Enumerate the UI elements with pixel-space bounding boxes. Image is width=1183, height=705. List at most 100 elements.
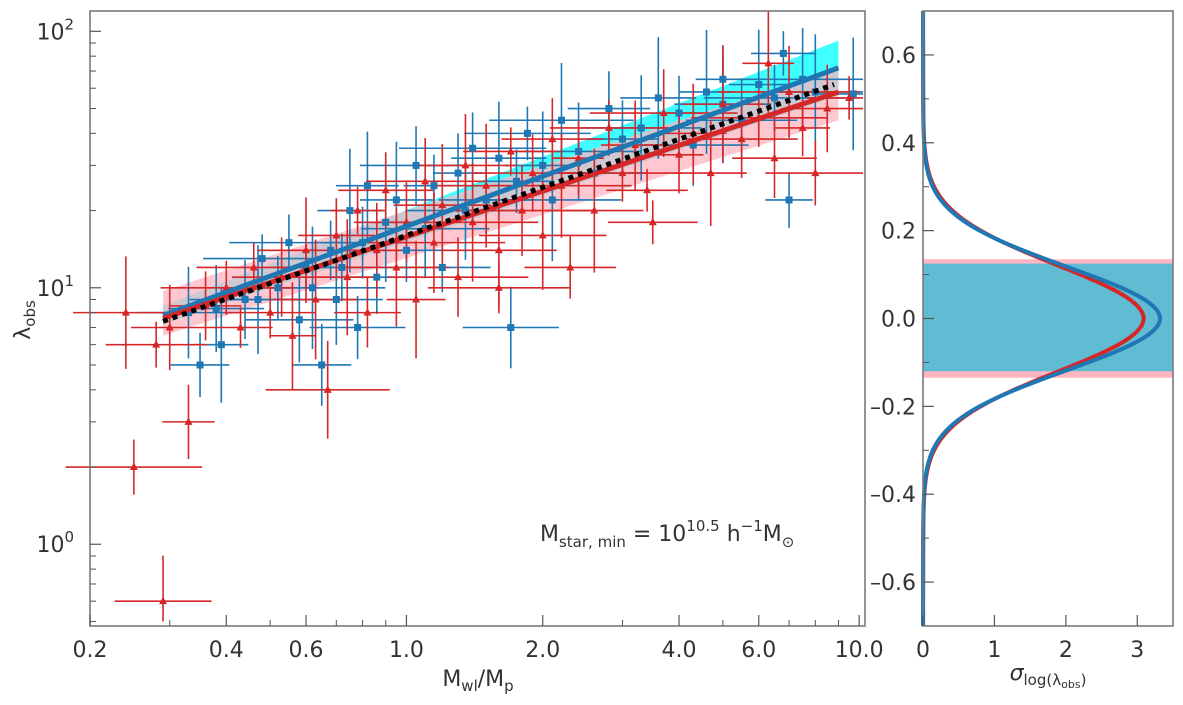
- x-tick-label: 1.0: [389, 638, 424, 663]
- data-point-triangle: [518, 206, 527, 214]
- scatter-points: [121, 49, 857, 605]
- side-x-axis-label: σlog(λobs): [1010, 661, 1087, 691]
- data-point-square: [217, 341, 225, 349]
- side-x-tick-label: 3: [1130, 638, 1144, 663]
- fit-line-1: [162, 89, 840, 321]
- data-point-triangle: [454, 272, 463, 281]
- data-point-square: [605, 105, 613, 113]
- x-tick-label: 0.2: [73, 638, 108, 663]
- data-point-triangle: [823, 104, 832, 112]
- main-x-axis-label: Mwl/Mp: [442, 667, 513, 695]
- data-point-square: [507, 324, 515, 332]
- main-plot-frame: [89, 10, 866, 627]
- data-point-square: [274, 284, 282, 292]
- side-x-tick-label: 2: [1059, 638, 1073, 663]
- data-point-triangle: [574, 153, 583, 162]
- data-point-triangle: [506, 146, 515, 155]
- data-point-triangle: [184, 417, 193, 425]
- data-point-triangle: [353, 206, 362, 214]
- data-point-triangle: [764, 58, 773, 67]
- data-point-square: [548, 196, 556, 204]
- side-y-tick-label: 0.6: [881, 44, 916, 69]
- data-point-square: [675, 109, 683, 117]
- data-point-square: [363, 182, 371, 190]
- data-point-square: [654, 94, 662, 102]
- data-point-square: [354, 324, 362, 332]
- data-point-square: [338, 263, 346, 271]
- data-point-triangle: [811, 168, 820, 177]
- data-point-triangle: [659, 108, 668, 117]
- y-tick-label: 101: [36, 272, 74, 302]
- side-kde-panel: 0 1 2 3 0.6 0.4 0.2 0.0 –0.2 –0.4 –0.6 σlog(λobs): [870, 10, 1174, 691]
- data-point-triangle: [165, 323, 174, 331]
- scatter-bands: [923, 259, 1173, 378]
- data-point-square: [241, 296, 249, 304]
- data-point-triangle: [421, 176, 430, 185]
- data-point-square: [618, 135, 626, 143]
- y-tick-label: 102: [36, 15, 74, 45]
- data-point-square: [738, 116, 746, 124]
- x-tick-label: 0.6: [289, 638, 324, 663]
- data-point-square: [295, 316, 303, 324]
- data-point-square: [755, 81, 763, 89]
- data-point-square: [332, 296, 340, 304]
- main-y-axis-label: λobs: [11, 300, 39, 340]
- data-point-triangle: [438, 200, 447, 209]
- data-point-square: [318, 361, 326, 369]
- data-point-triangle: [332, 230, 341, 239]
- side-y-tick-label: –0.6: [870, 571, 916, 596]
- side-y-tick-label: 0.4: [881, 132, 916, 157]
- x-tick-label: 2.0: [525, 638, 560, 663]
- main-scatter-panel: 0.2 0.4 0.6 1.0 2.0 4.0 6.0 10.0 100 101 102 Mwl/…: [11, 10, 884, 695]
- data-point-triangle: [590, 206, 599, 214]
- main-y-ticks: 100 101 102: [36, 15, 101, 622]
- data-point-square: [689, 141, 697, 149]
- data-point-square: [779, 49, 787, 57]
- data-point-square: [849, 90, 857, 98]
- data-point-square: [184, 309, 192, 317]
- side-y-tick-label: –0.2: [870, 395, 916, 420]
- data-point-triangle: [311, 295, 320, 303]
- data-point-square: [454, 169, 462, 177]
- data-point-square: [770, 94, 778, 102]
- data-point-triangle: [675, 150, 684, 158]
- data-point-square: [373, 273, 381, 281]
- data-point-square: [703, 88, 711, 96]
- data-point-triangle: [159, 596, 168, 605]
- data-point-square: [495, 154, 503, 162]
- data-point-square: [575, 147, 583, 155]
- data-point-square: [469, 144, 477, 152]
- data-point-triangle: [548, 134, 557, 143]
- data-point-triangle: [363, 308, 372, 316]
- data-point-triangle: [323, 385, 332, 393]
- data-point-square: [785, 196, 793, 204]
- data-point-triangle: [236, 323, 245, 331]
- side-band-1: [923, 263, 1173, 372]
- data-point-square: [392, 196, 400, 204]
- data-point-triangle: [121, 308, 130, 316]
- side-x-tick-label: 1: [987, 638, 1001, 663]
- data-point-triangle: [266, 308, 275, 316]
- data-point-square: [438, 263, 446, 271]
- data-point-triangle: [528, 168, 537, 177]
- data-point-square: [258, 255, 266, 263]
- data-point-square: [327, 246, 335, 254]
- data-point-square: [346, 207, 354, 215]
- y-tick-label: 100: [36, 528, 74, 558]
- data-point-triangle: [152, 340, 161, 348]
- x-tick-label: 4.0: [662, 638, 697, 663]
- x-tick-label: 6.0: [741, 638, 776, 663]
- data-point-square: [254, 296, 262, 304]
- data-point-triangle: [343, 272, 352, 281]
- data-point-square: [212, 305, 220, 313]
- data-point-triangle: [737, 134, 746, 143]
- data-point-triangle: [618, 168, 627, 177]
- data-point-triangle: [392, 262, 401, 271]
- data-point-square: [482, 196, 490, 204]
- side-y-tick-label: –0.4: [870, 483, 916, 508]
- fit-band-1: [163, 67, 839, 336]
- data-point-triangle: [249, 262, 258, 271]
- x-tick-label: 10.0: [835, 638, 884, 663]
- data-point-triangle: [785, 87, 794, 95]
- data-point-triangle: [129, 462, 138, 471]
